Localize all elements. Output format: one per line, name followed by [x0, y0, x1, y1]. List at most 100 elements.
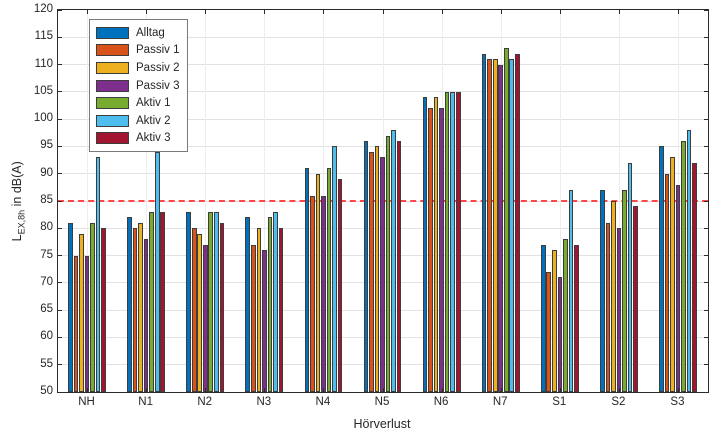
bar-alltag-NH: [68, 222, 73, 392]
y-tick-label-105: 105: [33, 84, 53, 97]
legend-item-passiv-1: Passiv 1: [96, 42, 179, 60]
bar-aktiv-1-N7: [503, 48, 509, 392]
bar-alltag-N1: [127, 217, 132, 392]
y-tick-label-55: 55: [40, 357, 53, 370]
bar-alltag-S2: [600, 190, 605, 392]
bar-aktiv-1-S3: [681, 140, 686, 392]
legend-item-aktiv-3: Aktiv 3: [96, 130, 179, 148]
right-tick-80: [704, 227, 708, 229]
y-tick-label-115: 115: [34, 30, 53, 43]
bar-aktiv-1-N3: [267, 217, 273, 392]
y-tick-label-75: 75: [40, 248, 53, 261]
bar-aktiv-2-S1: [568, 190, 574, 392]
left-tick-110: [58, 64, 62, 66]
bottom-tick-NH: [87, 388, 89, 392]
bar-passiv-2-N1: [138, 222, 143, 392]
bar-aktiv-1-N2: [208, 211, 214, 392]
legend-swatch-icon: [96, 26, 129, 39]
bar-aktiv-1-N4: [326, 168, 332, 392]
x-tick-label-S2: S2: [611, 396, 626, 408]
legend-label: Aktiv 1: [136, 97, 171, 110]
legend-item-passiv-3: Passiv 3: [96, 77, 179, 95]
left-tick-105: [58, 91, 62, 93]
bar-passiv-2-NH: [79, 233, 84, 392]
top-tick-N5: [382, 10, 384, 14]
bar-passiv-1-S1: [546, 271, 552, 392]
bar-aktiv-1-N5: [385, 135, 391, 392]
top-tick-N4: [323, 10, 325, 14]
left-tick-85: [58, 200, 62, 202]
legend-swatch-icon: [96, 114, 129, 127]
x-tick-label-N5: N5: [374, 396, 390, 408]
legend-label: Aktiv 3: [136, 132, 171, 145]
bar-passiv-1-NH: [73, 255, 79, 392]
bar-passiv-2-N7: [492, 59, 498, 392]
y-axis-label-prefix: L: [9, 234, 24, 242]
left-tick-80: [58, 227, 62, 229]
bar-aktiv-1-N6: [444, 91, 450, 392]
top-tick-N2: [205, 10, 207, 14]
bottom-tick-S2: [618, 388, 620, 392]
right-tick-95: [704, 145, 708, 147]
right-tick-85: [704, 200, 708, 202]
bar-aktiv-3-N7: [515, 53, 520, 392]
bar-alltag-N3: [245, 217, 251, 392]
y-tick-label-95: 95: [40, 139, 53, 152]
legend-label: Passiv 1: [136, 44, 180, 57]
left-tick-60: [58, 336, 62, 338]
right-tick-60: [704, 336, 708, 338]
bar-aktiv-1-N1: [149, 211, 155, 392]
bar-alltag-S3: [659, 146, 664, 392]
legend-swatch-icon: [96, 79, 129, 92]
bar-passiv-3-NH: [84, 255, 90, 392]
right-tick-70: [704, 282, 708, 284]
bar-aktiv-2-N4: [332, 146, 337, 392]
left-tick-90: [58, 173, 62, 175]
bar-passiv-1-S2: [605, 222, 611, 392]
bar-aktiv-3-N6: [455, 91, 461, 392]
legend-label: Passiv 3: [136, 79, 180, 92]
bar-aktiv-2-N7: [509, 59, 515, 392]
bar-passiv-3-N6: [439, 108, 444, 392]
bar-passiv-1-N1: [132, 228, 138, 392]
top-tick-S2: [618, 10, 620, 14]
legend-swatch-icon: [96, 61, 129, 74]
bar-passiv-3-N4: [321, 195, 326, 392]
bar-aktiv-3-S2: [633, 206, 638, 392]
bar-aktiv-3-N5: [396, 140, 402, 392]
y-tick-label-85: 85: [40, 194, 53, 206]
bar-passiv-2-S3: [670, 157, 675, 392]
legend-item-aktiv-2: Aktiv 2: [96, 112, 179, 130]
bar-aktiv-2-NH: [95, 157, 101, 392]
bar-passiv-3-N3: [262, 250, 267, 392]
top-tick-N1: [146, 10, 148, 14]
right-tick-100: [704, 118, 708, 120]
bar-passiv-3-N1: [143, 239, 149, 392]
plot-area: Alltag Passiv 1 Passiv 2 Passiv 3 Aktiv 1 Akt…: [57, 9, 709, 393]
right-tick-65: [704, 309, 708, 311]
x-tick-label-N6: N6: [433, 396, 449, 408]
bottom-tick-N4: [323, 388, 325, 392]
x-tick-label-N7: N7: [492, 396, 508, 408]
right-tick-115: [704, 36, 708, 38]
bar-aktiv-2-N2: [214, 211, 219, 392]
bar-aktiv-2-S3: [686, 130, 692, 392]
bar-passiv-1-N5: [369, 151, 374, 392]
left-tick-100: [58, 118, 62, 120]
bar-aktiv-3-NH: [101, 228, 106, 392]
bar-aktiv-3-N1: [160, 211, 166, 392]
bar-passiv-1-N7: [487, 59, 492, 392]
y-tick-label-50: 50: [40, 385, 53, 397]
bar-aktiv-3-N4: [337, 179, 343, 392]
x-tick-label-N1: N1: [138, 396, 153, 408]
bar-passiv-2-N6: [433, 97, 439, 392]
bar-alltag-N7: [481, 53, 487, 392]
bar-aktiv-2-N1: [154, 151, 160, 392]
bar-passiv-3-N7: [498, 64, 504, 392]
bar-alltag-N5: [363, 140, 369, 392]
bottom-tick-S1: [559, 388, 561, 392]
y-tick-label-70: 70: [40, 275, 53, 288]
bottom-tick-N3: [264, 388, 266, 392]
legend-item-passiv-2: Passiv 2: [96, 59, 179, 77]
legend-item-alltag: Alltag: [96, 24, 179, 42]
